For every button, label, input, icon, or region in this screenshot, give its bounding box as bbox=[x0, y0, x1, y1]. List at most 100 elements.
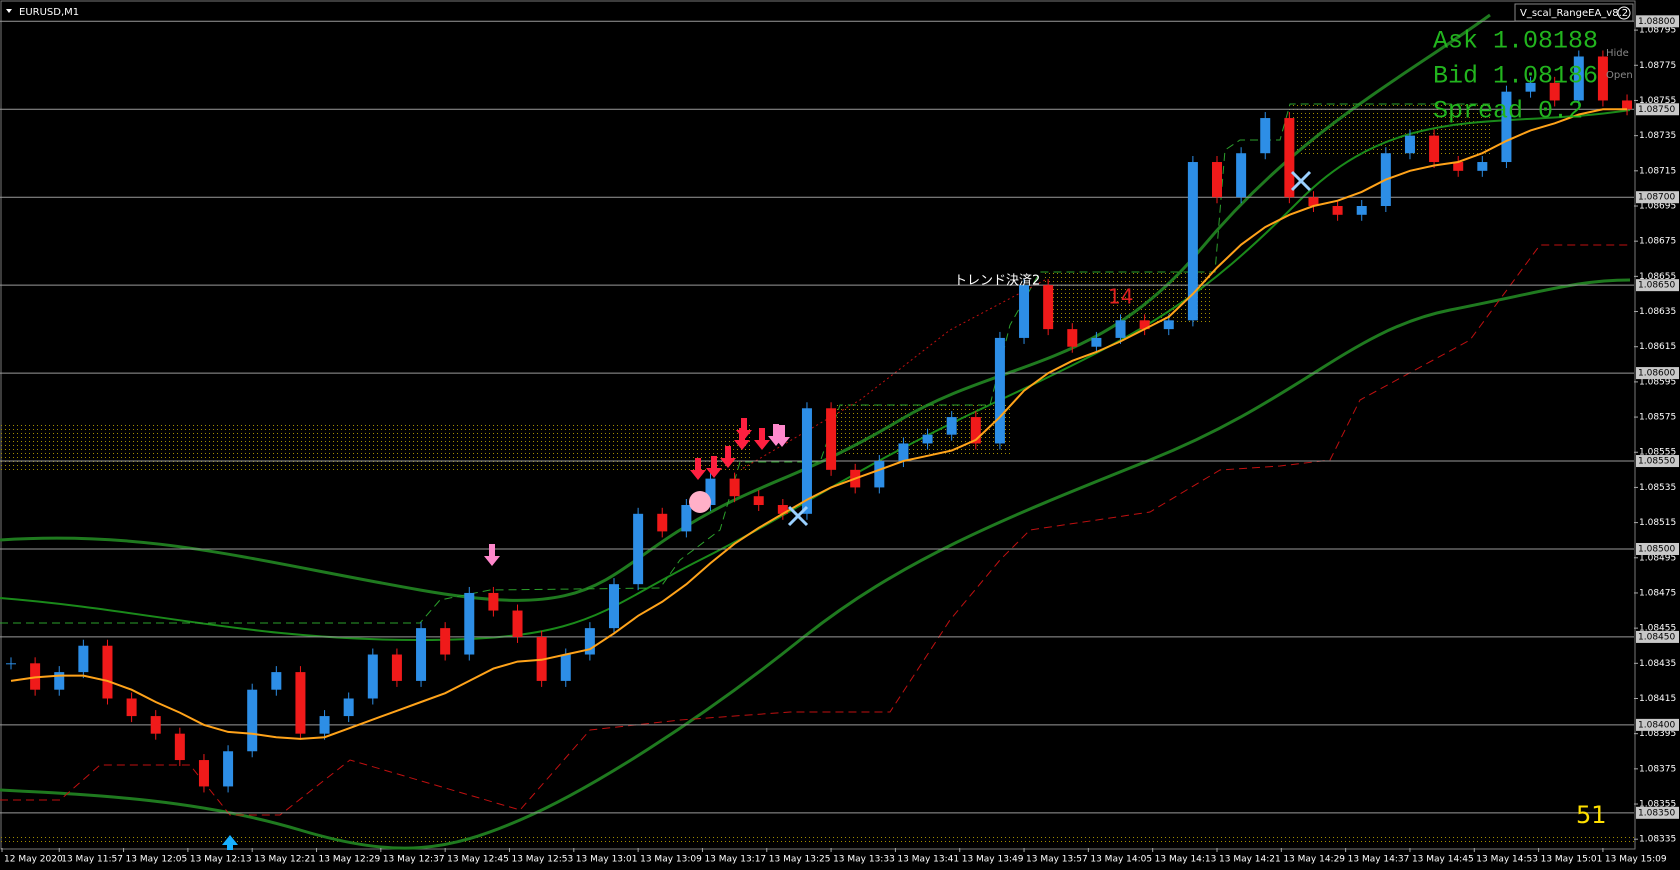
x-tick-label: 13 May 15:01 bbox=[1541, 855, 1603, 865]
x-tick-label: 13 May 13:09 bbox=[640, 855, 702, 865]
x-tick-label: 13 May 13:25 bbox=[769, 855, 831, 865]
y-tick-label: 1.08575 bbox=[1639, 413, 1676, 423]
candle-body bbox=[1067, 329, 1078, 347]
candle-body bbox=[946, 417, 957, 435]
candle-body bbox=[1019, 285, 1030, 338]
candle-body bbox=[1139, 320, 1150, 330]
candle-body bbox=[609, 584, 619, 629]
levels bbox=[0, 20, 1634, 814]
level-box bbox=[1636, 542, 1679, 555]
open-button[interactable]: Open bbox=[1606, 70, 1633, 81]
level-label: 1.08700 bbox=[1638, 193, 1675, 203]
x-tick-label: 13 May 12:37 bbox=[383, 855, 445, 865]
candle-body bbox=[223, 751, 234, 787]
candle-body bbox=[705, 478, 716, 506]
x-tick-label: 13 May 12:53 bbox=[511, 855, 573, 865]
y-tick-label: 1.08755 bbox=[1639, 96, 1676, 106]
candle-body bbox=[922, 434, 933, 444]
x-tick-label: 13 May 15:09 bbox=[1605, 855, 1667, 865]
candle-body bbox=[874, 461, 885, 488]
candle-body bbox=[512, 610, 523, 637]
sell-arrow bbox=[690, 458, 706, 480]
menu-triangle[interactable] bbox=[6, 9, 12, 13]
y-tick-label: 1.08475 bbox=[1639, 588, 1676, 598]
counter: 51 bbox=[1576, 801, 1607, 829]
y-tick-label: 1.08435 bbox=[1639, 659, 1676, 669]
level-label: 1.08750 bbox=[1638, 105, 1675, 115]
y-tick-label: 1.08735 bbox=[1639, 131, 1676, 141]
candle-body bbox=[1284, 118, 1295, 198]
x-tick-label: 13 May 12:05 bbox=[126, 855, 188, 865]
level-box bbox=[1636, 103, 1679, 116]
candle-body bbox=[633, 513, 644, 585]
candle-body bbox=[1501, 91, 1512, 163]
candle-body bbox=[126, 698, 137, 717]
sell-arrow bbox=[734, 428, 750, 450]
x-tick-label: 13 May 13:33 bbox=[833, 855, 895, 865]
moving-average bbox=[10, 108, 1627, 740]
candle-body bbox=[247, 689, 258, 752]
level-label: 1.08600 bbox=[1638, 369, 1675, 379]
level-label: 1.08400 bbox=[1638, 720, 1675, 730]
level-box bbox=[1636, 718, 1679, 731]
ea-name: V_scal_RangeEA_v8.2 bbox=[1520, 8, 1628, 19]
candle-body bbox=[1115, 320, 1126, 338]
ask-text: Ask 1.08188 bbox=[1433, 27, 1598, 56]
candle-body bbox=[1332, 205, 1343, 215]
candle-body bbox=[970, 417, 981, 444]
x-tick-label: 13 May 13:01 bbox=[576, 855, 638, 865]
exit-note: トレンド決済2 bbox=[954, 273, 1040, 289]
axes: 1.08795 1.08775 1.08755 1.08735 1.08715 1.086… bbox=[1, 15, 1679, 865]
y-tick-label: 1.08395 bbox=[1639, 729, 1676, 739]
candle-body bbox=[1404, 135, 1415, 154]
level-label: 1.08350 bbox=[1638, 808, 1675, 818]
x-tick-label: 13 May 14:45 bbox=[1412, 855, 1474, 865]
signal-arrows bbox=[690, 418, 770, 480]
candle-body bbox=[1308, 197, 1319, 206]
y-tick-label: 1.08595 bbox=[1639, 377, 1676, 387]
candle-body bbox=[1163, 320, 1174, 330]
sell-arrow bbox=[736, 418, 752, 440]
y-tick-label: 1.08695 bbox=[1639, 201, 1676, 211]
range-zone bbox=[1286, 104, 1490, 156]
candle-body bbox=[464, 592, 475, 655]
level-label: 1.08500 bbox=[1638, 544, 1675, 554]
y-tick-label: 1.08495 bbox=[1639, 553, 1676, 563]
candle-body bbox=[801, 408, 812, 514]
y-tick-label: 1.08635 bbox=[1639, 307, 1676, 317]
candle-body bbox=[1597, 56, 1608, 101]
candle-body bbox=[826, 408, 837, 470]
x-tick-label: 13 May 12:21 bbox=[254, 855, 316, 865]
level-box bbox=[1636, 191, 1679, 204]
level-label: 1.08550 bbox=[1638, 457, 1675, 467]
candle-body bbox=[150, 716, 161, 734]
x-tick-label: 13 May 14:53 bbox=[1476, 855, 1538, 865]
candle-body bbox=[1549, 82, 1560, 101]
candle-body bbox=[78, 645, 89, 673]
buy-arrow bbox=[222, 835, 238, 850]
count-label: 14 bbox=[1108, 285, 1133, 309]
candle-body bbox=[1260, 118, 1271, 154]
x-tick-label: 13 May 14:21 bbox=[1219, 855, 1281, 865]
candle-body bbox=[488, 592, 499, 611]
candle-body bbox=[1622, 100, 1633, 110]
level-box bbox=[1636, 367, 1679, 380]
y-tick-label: 1.08555 bbox=[1639, 448, 1676, 458]
y-tick-label: 1.08415 bbox=[1639, 694, 1676, 704]
hide-button[interactable]: Hide bbox=[1606, 48, 1629, 59]
candle-body bbox=[1429, 135, 1440, 163]
y-tick-label: 1.08535 bbox=[1639, 483, 1676, 493]
level-box bbox=[1636, 806, 1679, 819]
y-tick-label: 1.08715 bbox=[1639, 166, 1676, 176]
lower-band bbox=[0, 278, 1631, 850]
y-tick-label: 1.08675 bbox=[1639, 237, 1676, 247]
candle-body bbox=[994, 337, 1005, 444]
x-tick-label: 13 May 13:17 bbox=[704, 855, 766, 865]
candle-body bbox=[777, 505, 788, 514]
candle-body bbox=[1043, 285, 1054, 330]
candles bbox=[6, 50, 1633, 793]
window-title: EURUSD,M1 bbox=[19, 7, 79, 18]
level-label: 1.08800 bbox=[1638, 17, 1675, 27]
sell-arrow bbox=[774, 425, 790, 447]
